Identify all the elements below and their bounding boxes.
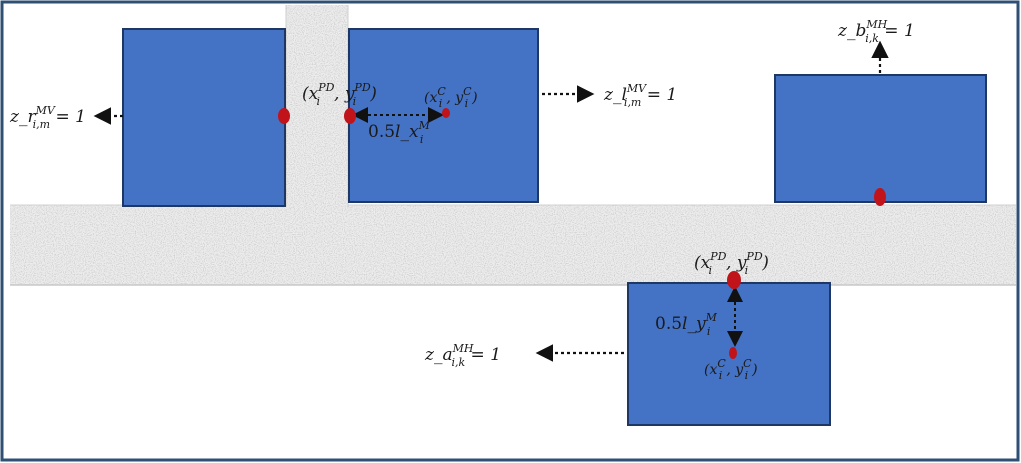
point-top-right-edge <box>874 188 886 206</box>
block-bottom <box>628 283 830 425</box>
label-top-var: z_bMH i,k = 1 <box>837 18 915 45</box>
point-pd-top <box>344 108 356 124</box>
label-left-var: z_rMV i,m = 1 <box>9 104 86 131</box>
label-bottom-var: z_aMH i,k = 1 <box>424 342 501 369</box>
point-center-bottom <box>729 347 737 359</box>
label-half-length-y: 0.5l_yM i <box>655 311 718 338</box>
block-top-right <box>775 75 986 202</box>
block-left <box>123 29 285 206</box>
horizontal-aisle <box>10 205 1016 285</box>
point-center-top <box>442 108 450 118</box>
label-right-var: z_lMV i,m = 1 <box>603 82 677 109</box>
point-left-edge <box>278 108 290 124</box>
label-half-length-x: 0.5l_xM i <box>368 119 431 146</box>
point-pd-bottom <box>727 271 741 289</box>
